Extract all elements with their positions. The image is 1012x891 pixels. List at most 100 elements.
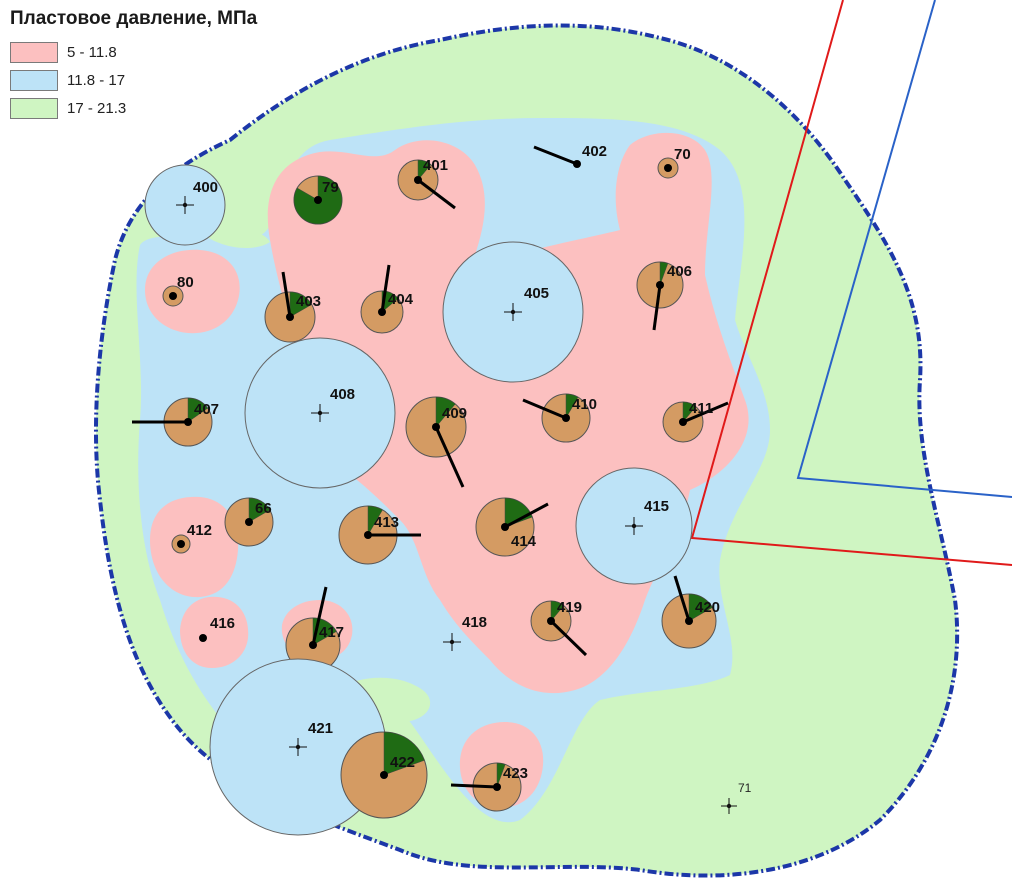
legend-item: 11.8 - 17: [10, 66, 257, 94]
pie-wedge: [550, 600, 565, 622]
well-center: [449, 639, 455, 645]
well-415: 415: [575, 467, 693, 585]
pie-wedge: [289, 291, 312, 318]
legend: Пластовое давление, МПа 5 - 11.8 11.8 - …: [10, 8, 257, 122]
well-label: 80: [177, 274, 194, 291]
pie-wedge: [383, 731, 425, 776]
well-label: 407: [194, 401, 219, 418]
zone-pink: [150, 496, 239, 598]
well-423: 423: [450, 762, 528, 812]
well-label: 417: [319, 624, 344, 641]
well-dot: [562, 414, 570, 422]
well-label: 413: [374, 514, 399, 531]
flow-vector: [281, 271, 292, 318]
well-label: 418: [462, 614, 487, 631]
well-dot: [380, 771, 388, 779]
well-401: 401: [397, 157, 456, 210]
well-label: 402: [582, 143, 607, 160]
field-boundary: [94, 23, 960, 878]
pie-wedge: [367, 505, 383, 536]
well-dot: [286, 313, 294, 321]
pie-wedge: [435, 396, 456, 428]
pie-wedge: [504, 497, 533, 528]
flow-vector: [652, 284, 662, 331]
well-406: 406: [636, 261, 692, 331]
well-dot: [314, 196, 322, 204]
well-label: 70: [674, 146, 691, 163]
flow-vector: [311, 586, 328, 646]
well-label: 420: [695, 599, 720, 616]
well-label: 416: [210, 615, 235, 632]
flow-vector: [450, 783, 498, 789]
well-center: [182, 202, 188, 208]
flow-vector: [380, 264, 391, 313]
pie-wedge: [565, 393, 579, 419]
well-414: 414: [475, 497, 549, 557]
well-417: 417: [285, 586, 344, 673]
well-dot: [309, 641, 317, 649]
well-421: 421: [209, 658, 387, 836]
well-dot: [414, 176, 422, 184]
legend-label: 5 - 11.8: [67, 43, 117, 61]
well-dot: [501, 523, 509, 531]
flow-vector: [549, 619, 588, 657]
well-71: 71: [721, 781, 752, 814]
well-412: 412: [171, 522, 212, 554]
well-400: 400: [144, 164, 226, 246]
pie-wedge: [688, 593, 713, 622]
well-402: 402: [533, 143, 607, 168]
flow-vector: [682, 401, 729, 424]
well-label: 404: [388, 291, 414, 308]
well-label: 71: [738, 781, 752, 795]
well-422: 422: [340, 731, 428, 819]
legend-label: 17 - 21.3: [67, 99, 127, 117]
well-403: 403: [264, 271, 321, 343]
pie-wedge: [659, 261, 669, 286]
legend-swatch: [10, 69, 58, 91]
pie-wedge: [682, 401, 697, 423]
pie-wedge: [417, 159, 432, 181]
well-center: [295, 744, 301, 750]
well-416: 416: [199, 615, 235, 642]
red-boundary-line: [690, 0, 1012, 566]
well-70: 70: [657, 146, 691, 179]
well-dot: [685, 617, 693, 625]
well-79: 79: [293, 175, 343, 225]
well-label: 422: [390, 754, 415, 771]
zone-pink: [180, 596, 249, 668]
well-center: [726, 803, 732, 809]
well-dot: [184, 418, 192, 426]
zone-green-pocket: [200, 227, 270, 248]
legend-swatch: [10, 41, 58, 63]
well-dot: [547, 617, 555, 625]
well-label: 403: [296, 293, 321, 310]
blue-boundary-line: [796, 0, 1012, 498]
pie-wedge: [248, 497, 271, 523]
well-dot: [378, 308, 386, 316]
well-410: 410: [522, 393, 597, 443]
well-418: 418: [443, 614, 487, 651]
flow-vector: [533, 145, 578, 166]
legend-swatch: [10, 97, 58, 119]
well-label: 421: [308, 720, 333, 737]
well-dot: [656, 281, 664, 289]
well-404: 404: [360, 264, 414, 334]
well-405: 405: [442, 241, 584, 383]
well-413: 413: [338, 505, 421, 565]
well-dot: [573, 160, 581, 168]
well-dot: [679, 418, 687, 426]
legend-item: 17 - 21.3: [10, 94, 257, 122]
flow-vector: [434, 426, 465, 488]
well-center: [510, 309, 516, 315]
legend-item: 5 - 11.8: [10, 38, 257, 66]
well-dot: [169, 292, 177, 300]
pie-wedge: [187, 397, 209, 423]
well-center: [317, 410, 323, 416]
well-dot: [177, 540, 185, 548]
well-label: 412: [187, 522, 212, 539]
legend-label: 11.8 - 17: [67, 71, 126, 89]
well-label: 423: [503, 765, 528, 782]
pie-wedge: [293, 175, 343, 225]
well-label: 409: [442, 405, 467, 422]
